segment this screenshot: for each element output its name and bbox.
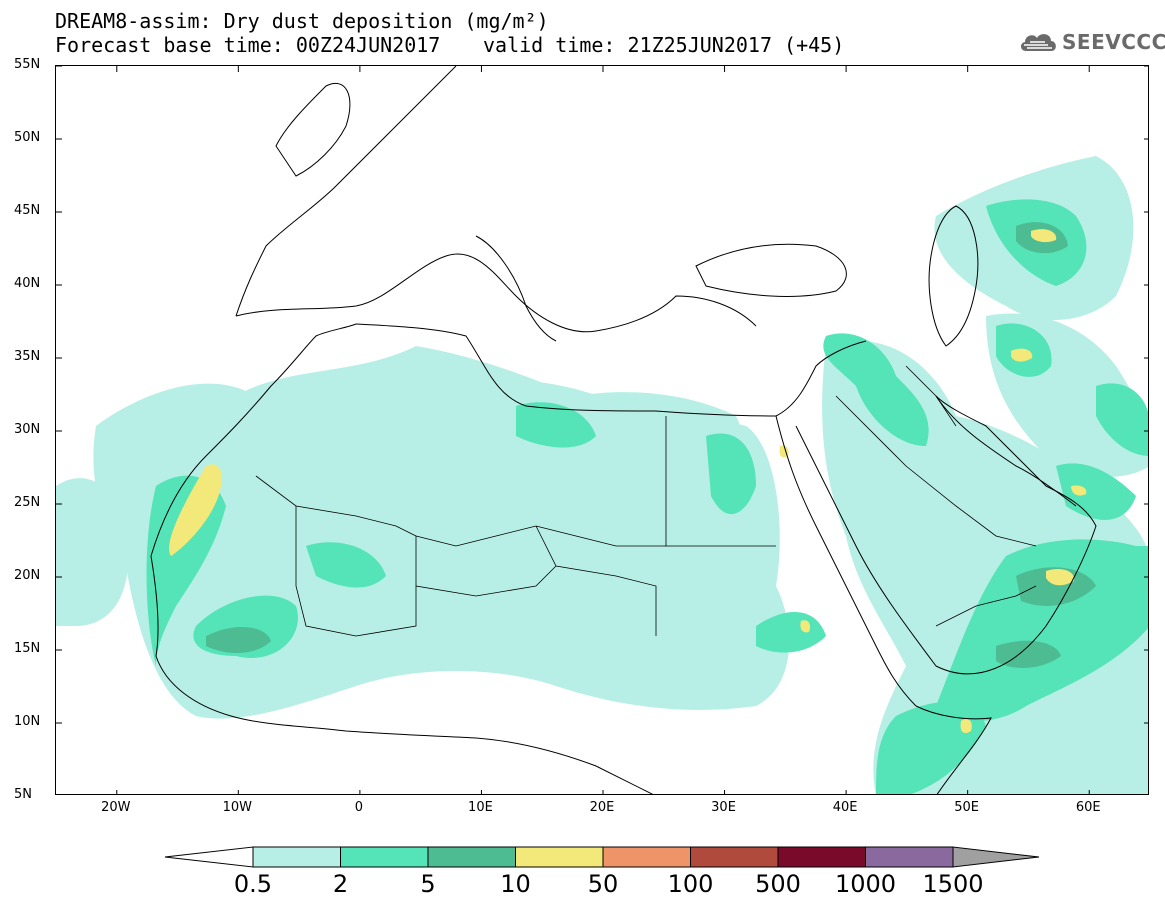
colorbar-arrow-low — [164, 846, 254, 868]
shade-high-mauritania — [169, 464, 222, 556]
map-title: DREAM8-assim: Dry dust deposition (mg/m²… — [55, 9, 549, 33]
cloud-icon — [1020, 34, 1056, 51]
shade-iraq — [823, 333, 929, 446]
dust-shading — [56, 156, 1148, 794]
border-iran-iraq — [905, 365, 957, 427]
dust-map-svg — [56, 66, 1148, 794]
lat-label: 5N — [14, 787, 32, 802]
shade-darker-oman — [1016, 567, 1096, 606]
colorbar-label: 100 — [667, 870, 714, 898]
shade-atlantic — [56, 478, 129, 626]
lat-label: 30N — [14, 422, 41, 437]
lat-label: 55N — [14, 57, 41, 72]
colorbar-swatch — [340, 846, 429, 868]
lon-label: 40E — [832, 800, 858, 815]
lat-label: 45N — [14, 203, 41, 218]
shade-high-oman — [1046, 569, 1075, 586]
colorbar-label: 50 — [587, 870, 619, 898]
lon-label: 10W — [222, 800, 253, 815]
coast-italy — [475, 235, 557, 342]
logo-text: SEEVCCC — [1062, 30, 1165, 54]
colorbar-label: 1000 — [834, 870, 897, 898]
lon-label: 10E — [468, 800, 493, 815]
colorbar-swatch — [865, 846, 954, 868]
shade-libya — [516, 402, 596, 448]
colorbar-label: 2 — [332, 870, 349, 898]
border-chad — [535, 525, 657, 636]
lat-label: 50N — [14, 130, 41, 145]
colorbar-swatch — [777, 846, 866, 868]
border-saudi — [835, 395, 1037, 547]
map-area — [55, 65, 1149, 795]
shade-high-uae — [1071, 485, 1087, 496]
lon-label: 0 — [354, 800, 364, 815]
lon-label: 60E — [1075, 800, 1101, 815]
lat-label: 15N — [14, 641, 41, 656]
shade-sahara-north — [226, 346, 747, 546]
colorbar-label: 1500 — [922, 870, 984, 898]
lat-label: 10N — [14, 714, 41, 729]
coast-africa-south — [150, 555, 654, 794]
lat-label: 25N — [14, 495, 41, 510]
border-sahara-1 — [255, 475, 417, 537]
shade-high-turkmen — [1011, 348, 1033, 362]
colorbar-arrow-high — [952, 846, 1040, 868]
colorbar-swatch — [515, 846, 604, 868]
valid-time: valid time: 21Z25JUN2017 (+45) — [483, 33, 845, 57]
coast-north-africa — [355, 323, 777, 417]
coast-caspian — [928, 205, 979, 347]
border-sahara-2 — [415, 525, 666, 547]
lon-label: 20E — [589, 800, 615, 815]
lon-label: 50E — [954, 800, 980, 815]
borders — [255, 365, 1037, 637]
shade-egypt — [706, 433, 756, 515]
colorbar-label: 500 — [755, 870, 801, 898]
lat-label: 20N — [14, 568, 41, 583]
colorbar-label: 0.5 — [233, 870, 273, 898]
seevccc-logo: SEEVCCC — [1018, 26, 1165, 58]
coast-levant — [775, 340, 867, 417]
shade-darker-mali — [206, 626, 271, 653]
shade-high-caspian — [1031, 229, 1057, 243]
border-libya-egypt — [665, 416, 776, 547]
coast-arabia — [795, 395, 1097, 675]
shade-algeria — [306, 542, 386, 588]
lat-label: 35N — [14, 349, 41, 364]
lat-label: 40N — [14, 276, 41, 291]
colorbar-label: 10 — [500, 870, 531, 898]
border-mali — [295, 506, 417, 637]
ticks — [56, 66, 1148, 794]
colorbar-swatch — [602, 846, 691, 868]
border-niger — [415, 536, 557, 597]
colorbar-label: 5 — [420, 870, 436, 898]
shade-high-somalia — [960, 719, 972, 734]
shade-somalia — [876, 702, 986, 794]
coast-west-africa — [150, 323, 357, 557]
colorbar-swatch — [252, 846, 341, 868]
coast-red-sea — [775, 415, 917, 707]
lon-label: 30E — [711, 800, 736, 815]
forecast-base-time: Forecast base time: 00Z24JUN2017 — [55, 33, 441, 57]
shade-mauritania — [146, 475, 226, 666]
coast-europe-west — [235, 66, 457, 317]
border-yemen — [935, 585, 1037, 627]
shade-darker-arabia-south — [996, 640, 1061, 668]
colorbar-swatch — [690, 846, 779, 868]
coast-persian-gulf — [935, 395, 1077, 507]
colorbar-swatch — [427, 846, 516, 868]
shade-iran-east — [1096, 383, 1148, 456]
coast-britain — [275, 83, 351, 177]
shade-high-sudan — [800, 620, 811, 633]
lon-label: 20W — [101, 800, 131, 815]
coast-europe-south — [235, 253, 757, 333]
coast-black-sea — [695, 243, 847, 297]
coastlines — [150, 66, 1097, 794]
coast-horn — [915, 705, 992, 794]
